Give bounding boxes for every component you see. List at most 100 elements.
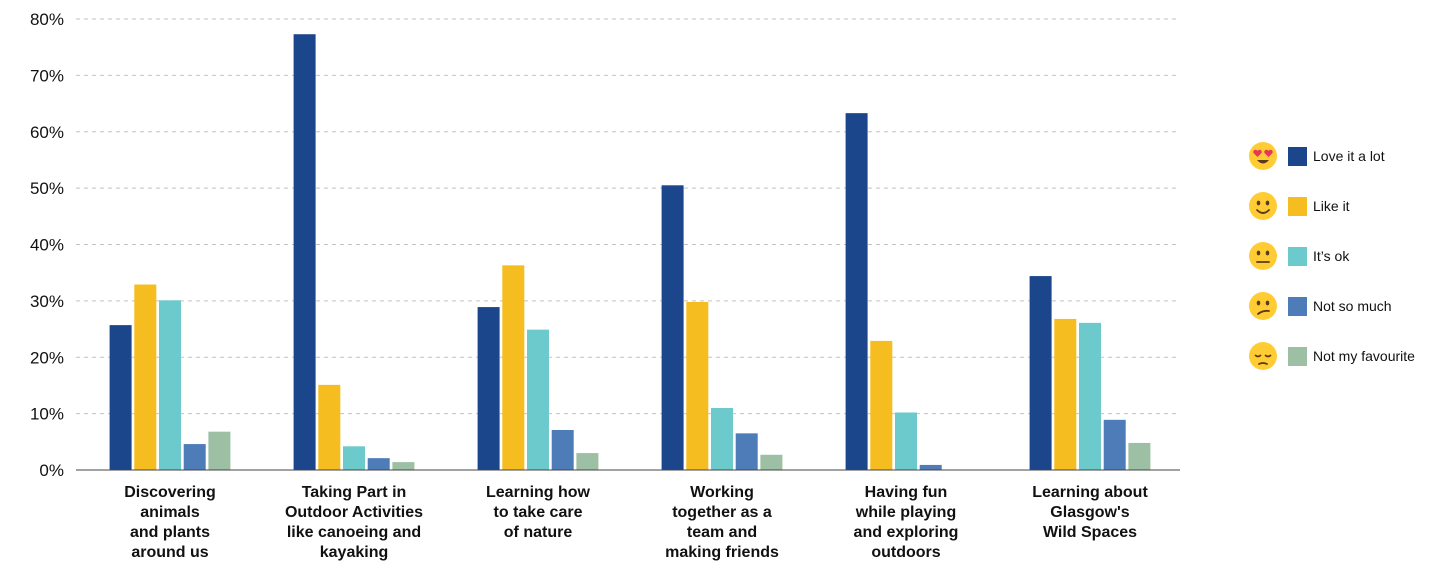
x-tick-label-line: Having fun [865, 484, 948, 501]
eye [1265, 250, 1270, 256]
bar [1029, 276, 1052, 470]
eye [1265, 200, 1270, 206]
x-tick-label-line: kayaking [320, 544, 388, 561]
eye [1254, 354, 1262, 358]
legend-swatch [1288, 247, 1307, 266]
x-tick-label-line: together as a [672, 504, 772, 521]
legend-label: Love it a lot [1313, 148, 1385, 164]
y-tick-label: 10% [30, 405, 64, 424]
legend-label: It’s ok [1313, 248, 1350, 264]
bar [159, 300, 181, 470]
y-tick-label: 20% [30, 348, 64, 367]
bar [870, 340, 893, 470]
bar [134, 284, 157, 470]
legend-swatch [1288, 297, 1307, 316]
bar [845, 113, 868, 471]
legend-item: Not my favourite [1249, 342, 1415, 370]
x-tick-label-line: like canoeing and [287, 524, 421, 541]
mouth [1257, 309, 1270, 315]
bar [735, 433, 758, 470]
legend-item: It’s ok [1249, 242, 1350, 270]
x-tick-label-line: to take care [494, 504, 583, 521]
x-tick-label-line: Outdoor Activities [285, 504, 423, 521]
bar [661, 185, 684, 470]
legend-label: Not my favourite [1313, 348, 1415, 364]
bar [343, 446, 365, 470]
legend-label: Like it [1313, 198, 1350, 214]
x-tick-label-line: while playing [855, 504, 956, 521]
y-tick-label: 0% [39, 461, 64, 480]
bar [1079, 322, 1101, 470]
smiling-emoji-icon [1249, 192, 1277, 220]
bar [318, 384, 341, 470]
x-tick-label: Taking Part in Outdoor Activities like can… [285, 484, 423, 561]
neutral-emoji-icon [1249, 242, 1277, 270]
x-tick-label: Learning about Glasgow's Wild Spaces [1032, 484, 1148, 541]
x-tick-label-line: Wild Spaces [1043, 524, 1137, 541]
x-tick-label-line: outdoors [871, 544, 940, 561]
x-tick-label: Learning how to take care of nature [486, 484, 591, 541]
legend: Love it a lot Like it It’s ok Not so much No… [1249, 142, 1415, 370]
x-tick-label-line: and exploring [854, 524, 959, 541]
x-tick-label-line: animals [140, 504, 200, 521]
legend-label: Not so much [1313, 298, 1392, 314]
x-axis-labels: Discovering animals and plants around us Tak… [124, 484, 1148, 561]
mouth [1258, 362, 1268, 365]
x-tick-label-line: making friends [665, 544, 779, 561]
heart-eyes-emoji-icon [1249, 142, 1277, 170]
bars [109, 34, 1151, 471]
mouth [1256, 209, 1270, 214]
bar [760, 454, 783, 470]
bar [208, 431, 231, 470]
y-tick-label: 40% [30, 236, 64, 255]
y-tick-label: 80% [30, 10, 64, 29]
x-tick-label-line: Learning how [486, 484, 591, 501]
bar [1128, 442, 1151, 470]
legend-item: Love it a lot [1249, 142, 1385, 170]
x-tick-label: Working together as a team and making frien… [665, 484, 779, 561]
bar [502, 265, 525, 470]
confused-emoji-icon [1249, 292, 1277, 320]
heart-eye [1253, 149, 1262, 157]
x-tick-label-line: Working [690, 484, 754, 501]
x-tick-label-line: Glasgow's [1050, 504, 1129, 521]
bar [1054, 318, 1077, 470]
eye [1256, 250, 1261, 256]
bar [109, 325, 132, 470]
bar [392, 462, 415, 470]
y-tick-label: 60% [30, 123, 64, 142]
bar [293, 34, 316, 470]
legend-swatch [1288, 197, 1307, 216]
x-tick-label-line: around us [131, 544, 208, 561]
bar [711, 407, 733, 470]
x-tick-label-line: Discovering [124, 484, 216, 501]
bar [919, 464, 942, 470]
bar [895, 412, 917, 470]
bar [551, 429, 574, 470]
legend-item: Not so much [1249, 292, 1392, 320]
bar [527, 329, 549, 470]
y-tick-label: 70% [30, 66, 64, 85]
y-tick-label: 30% [30, 292, 64, 311]
x-tick-label: Discovering animals and plants around us [124, 484, 216, 561]
gridlines [76, 18, 1180, 415]
x-tick-label-line: Learning about [1032, 484, 1148, 501]
x-tick-label: Having fun while playing and exploring outd… [854, 484, 959, 561]
eye [1256, 200, 1261, 206]
x-tick-label-line: of nature [504, 524, 573, 541]
bar [367, 458, 390, 470]
legend-swatch [1288, 147, 1307, 166]
heart-eye [1264, 149, 1273, 157]
y-axis: 0% 10% 20% 30% 40% 50% 60% 70% 80% [30, 10, 64, 480]
eye [1256, 300, 1261, 306]
eye [1265, 300, 1270, 306]
bar [183, 444, 206, 470]
x-tick-label-line: team and [687, 524, 757, 541]
pensive-emoji-icon [1249, 342, 1277, 370]
eye [1264, 354, 1272, 358]
bar [576, 453, 599, 470]
x-tick-label-line: and plants [130, 524, 210, 541]
bar [477, 307, 500, 470]
x-tick-label-line: Taking Part in [302, 484, 407, 501]
